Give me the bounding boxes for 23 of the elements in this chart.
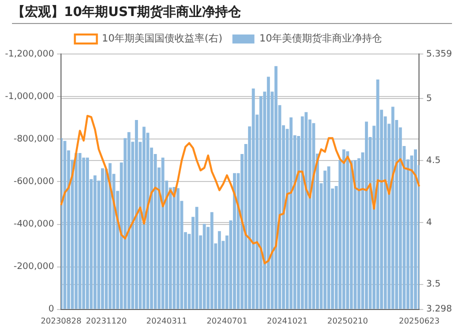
legend-label: 10年期美国国债收益率(右) (102, 32, 222, 45)
x-tick-label: 20241021 (266, 316, 308, 326)
y-tick-label: -400,000 (14, 220, 54, 230)
y-tick-label: 0 (48, 304, 54, 315)
x-tick-label: 20250210 (327, 316, 368, 326)
x-tick-label: 20240701 (206, 316, 248, 326)
y2-tick-label: 4.5 (426, 156, 441, 166)
x-tick-label: 20230828 (40, 316, 82, 326)
y2-tick-label: 4 (426, 218, 432, 228)
y-tick-label: -800,000 (14, 134, 54, 144)
legend-label: 10年美债期货非商业净持仓 (259, 32, 382, 45)
y2-tick-label: 3.5 (426, 280, 441, 290)
y2-tick-label: 5.359 (426, 49, 452, 60)
x-tick-label: 20250623 (398, 316, 440, 326)
y-tick-label: -600,000 (14, 177, 54, 188)
y-tick-label: -1,000,000 (4, 92, 54, 102)
y2-tick-label: 3.298 (426, 304, 452, 315)
chart-title: 【宏观】10年期UST期货非商业净持仓 (12, 4, 242, 21)
y-tick-label: -1,200,000 (4, 49, 54, 60)
x-tick-label: 20231120 (86, 316, 127, 326)
x-tick-label: 20240311 (146, 316, 187, 326)
y-tick-label: -200,000 (14, 262, 54, 272)
y2-tick-label: 5 (426, 94, 432, 104)
